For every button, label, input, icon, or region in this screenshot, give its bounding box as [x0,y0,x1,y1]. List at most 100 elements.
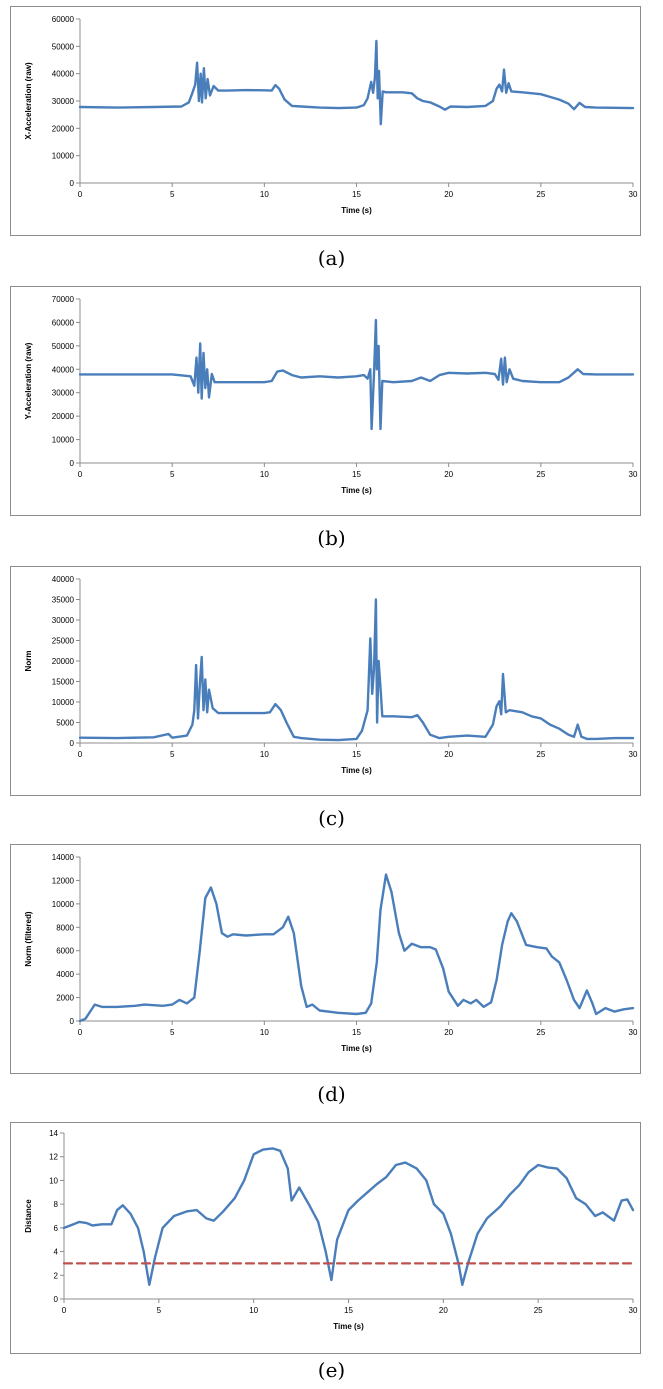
x-tick-label: 5 [170,750,175,759]
y-tick-label: 0 [70,459,75,468]
x-tick-label: 5 [170,1028,175,1037]
y-tick-label: 14 [49,1129,58,1138]
chart-c-panel: 0 5000 10000 15000 20000 25000 30000 35000 40000… [10,566,641,796]
chart-d-panel: 0 2000 4000 6000 8000 10000 12000 14000 0 5 10 15 20… [10,844,641,1074]
y-tick-label: 0 [70,739,75,748]
x-tick-label: 15 [352,1028,361,1037]
y-tick-label: 40000 [52,70,75,79]
caption-b: (b) [317,526,346,550]
x-axis-title: Time (s) [333,1322,364,1331]
x-tick-label: 25 [536,470,545,479]
y-tick-label: 10000 [52,152,75,161]
y-tick-label: 2 [54,1271,59,1280]
chart-b-panel: 0 10000 20000 30000 40000 50000 60000 70000 0 5 10… [10,286,641,516]
series-line [78,598,635,742]
series-line [78,39,635,126]
y-tick-label: 25000 [52,637,75,646]
y-tick-label: 10000 [52,436,75,445]
x-tick-label: 25 [536,1028,545,1037]
x-tick-label: 15 [352,750,361,759]
x-tick-label: 30 [629,190,638,199]
chart-a-panel: 0 10000 20000 30000 40000 50000 60000 0 5 10 15 20 2… [10,6,641,236]
x-tick-label: 0 [78,750,83,759]
y-tick-label: 60000 [52,318,75,327]
x-tick-label: 10 [260,750,269,759]
y-tick-label: 60000 [52,15,75,24]
x-tick-label: 25 [536,750,545,759]
x-axis-title: Time (s) [341,766,372,775]
y-tick-label: 14000 [52,853,75,862]
y-tick-label: 40000 [52,365,75,374]
series-line [62,1147,635,1287]
x-axis-title: Time (s) [341,1044,372,1053]
chart-e-panel: 0 2 4 6 8 10 12 14 0 5 10 15 20 25 30 Time (s) Distance [10,1122,641,1354]
x-tick-label: 15 [344,1306,353,1315]
x-tick-label: 10 [249,1306,258,1315]
y-tick-label: 40000 [52,575,75,584]
y-tick-label: 50000 [52,342,75,351]
x-tick-label: 10 [260,190,269,199]
y-axis-title: Distance [24,1199,33,1233]
x-tick-label: 30 [629,1028,638,1037]
y-axis-title: Norm (filtered) [24,911,33,966]
y-tick-label: 8 [54,1200,59,1209]
x-tick-label: 30 [629,470,638,479]
y-tick-label: 50000 [52,42,75,51]
y-tick-label: 8000 [56,923,74,932]
x-tick-label: 5 [170,190,175,199]
x-tick-label: 25 [536,190,545,199]
caption-a: (a) [317,246,346,270]
chart-a-svg: 0 10000 20000 30000 40000 50000 60000 0 5 10 15 20 2… [24,15,638,215]
chart-d-svg: 0 2000 4000 6000 8000 10000 12000 14000 0 5 10 15 20… [24,853,638,1053]
caption-d: (d) [317,1082,346,1106]
x-tick-label: 5 [157,1306,162,1315]
series-line [78,318,635,431]
y-tick-label: 0 [70,179,75,188]
x-axis-title: Time (s) [341,206,372,215]
x-tick-label: 20 [444,470,453,479]
x-tick-label: 15 [352,190,361,199]
y-tick-label: 35000 [52,596,75,605]
y-axis-title: Norm [24,651,33,672]
y-tick-label: 30000 [52,616,75,625]
y-tick-label: 6 [54,1224,59,1233]
y-tick-label: 20000 [52,124,75,133]
y-tick-label: 12 [49,1153,58,1162]
caption-c: (c) [318,806,345,830]
x-tick-label: 0 [78,190,83,199]
y-tick-label: 70000 [52,295,75,304]
x-tick-label: 0 [62,1306,67,1315]
y-tick-label: 4 [54,1248,59,1257]
x-tick-label: 5 [170,470,175,479]
y-tick-label: 0 [70,1017,75,1026]
x-tick-label: 25 [534,1306,543,1315]
y-axis-title: Y-Acceleration (raw) [24,342,33,419]
y-tick-label: 30000 [52,97,75,106]
chart-e-svg: 0 2 4 6 8 10 12 14 0 5 10 15 20 25 30 Time (s) Distance [24,1129,638,1331]
x-tick-label: 20 [444,750,453,759]
x-tick-label: 0 [78,1028,83,1037]
y-tick-label: 20000 [52,412,75,421]
x-tick-label: 10 [260,470,269,479]
y-tick-label: 10000 [52,698,75,707]
chart-c-svg: 0 5000 10000 15000 20000 25000 30000 35000 40000… [24,575,638,775]
y-tick-label: 15000 [52,678,75,687]
y-axis-title: X-Acceleration (raw) [24,62,33,140]
x-tick-label: 15 [352,470,361,479]
y-tick-label: 6000 [56,947,74,956]
x-tick-label: 20 [444,190,453,199]
y-tick-label: 10000 [52,900,75,909]
caption-e: (e) [317,1358,346,1382]
x-tick-label: 20 [444,1028,453,1037]
x-tick-label: 30 [629,750,638,759]
y-tick-label: 10 [49,1176,58,1185]
y-tick-label: 30000 [52,389,75,398]
x-tick-label: 20 [439,1306,448,1315]
y-tick-label: 4000 [56,970,74,979]
y-tick-label: 0 [54,1295,59,1304]
x-tick-label: 10 [260,1028,269,1037]
y-tick-label: 5000 [56,719,74,728]
series-line [78,873,635,1023]
chart-b-svg: 0 10000 20000 30000 40000 50000 60000 70000 0 5 10… [24,295,638,495]
y-tick-label: 2000 [56,994,74,1003]
